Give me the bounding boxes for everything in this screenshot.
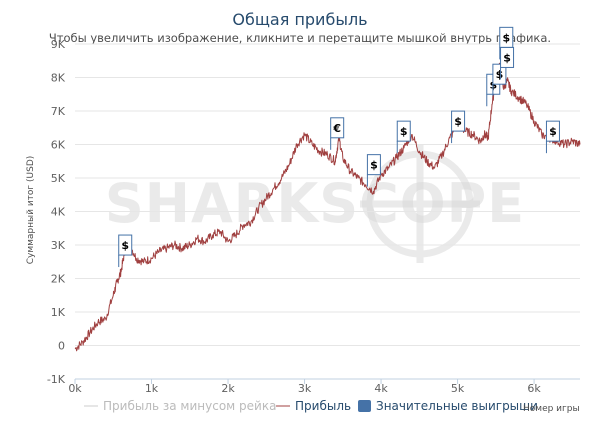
- flag-label: $: [549, 125, 557, 138]
- flag-label: $: [496, 68, 504, 81]
- x-tick-label: 1k: [145, 382, 159, 395]
- flag-box: [396, 120, 411, 142]
- y-tick-label: 5K: [51, 172, 66, 185]
- flag-box: [451, 110, 466, 132]
- big-win-flag[interactable]: $: [396, 120, 411, 154]
- y-tick-label: 8K: [51, 72, 66, 85]
- legend: Прибыль за минусом рейка Прибыль Значите…: [84, 399, 580, 414]
- flag-box: [366, 154, 381, 176]
- y-tick-label: 6K: [51, 139, 66, 152]
- legend-label-profit: Прибыль: [295, 399, 351, 413]
- flag-label: $: [121, 239, 129, 252]
- y-tick-label: 4K: [51, 206, 66, 219]
- legend-label-big-wins: Значительные выигрыши: [376, 399, 538, 413]
- big-win-flag[interactable]: $: [451, 110, 466, 144]
- legend-label-net-profit: Прибыль за минусом рейка: [103, 399, 276, 413]
- flag-box: [118, 234, 133, 256]
- y-tick-label: 1K: [51, 306, 66, 319]
- x-tick-label: 4k: [374, 382, 388, 395]
- big-win-flag[interactable]: $: [499, 26, 514, 60]
- y-tick-label: 2K: [51, 273, 66, 286]
- y-tick-label: 0: [58, 340, 65, 353]
- flag-label: $: [503, 51, 511, 64]
- x-axis-title: Номер игры: [523, 404, 580, 414]
- y-tick-label: 3K: [51, 239, 66, 252]
- x-axis-tick-labels: 0k 1k 2k 3k 4k 5k 6k: [68, 379, 541, 395]
- big-win-flag[interactable]: €: [330, 117, 345, 150]
- flag-label: $: [400, 125, 408, 138]
- flag-label: $: [502, 31, 510, 44]
- x-tick-label: 2k: [221, 382, 235, 395]
- flag-box: [492, 63, 507, 85]
- flag-box: [499, 26, 514, 48]
- x-tick-label: 6k: [527, 382, 541, 395]
- legend-item-big-wins[interactable]: Значительные выигрыши: [358, 399, 538, 413]
- flag-label: €: [332, 122, 341, 135]
- flag-box: [330, 117, 345, 139]
- x-tick-label: 5k: [451, 382, 465, 395]
- flag-label: $: [370, 159, 378, 172]
- legend-item-net-profit[interactable]: Прибыль за минусом рейка: [84, 399, 276, 413]
- flag-box: [545, 120, 560, 142]
- big-win-flag[interactable]: $: [366, 154, 381, 187]
- flags-layer: $€$$$$$$$$: [118, 26, 560, 268]
- big-win-flag[interactable]: $: [118, 234, 133, 268]
- chart-subtitle: Чтобы увеличить изображение, кликните и …: [49, 31, 551, 45]
- y-tick-label: 9K: [51, 38, 66, 51]
- chart-title: Общая прибыль: [232, 10, 367, 29]
- legend-item-profit[interactable]: Прибыль: [276, 399, 351, 413]
- y-axis-tick-labels: -1K 0 1K 2K 3K 4K 5K 6K 7K 8K 9K: [47, 38, 66, 386]
- flag-label: $: [454, 115, 462, 128]
- x-tick-label: 3k: [298, 382, 312, 395]
- grid-lines: [75, 43, 580, 380]
- big-win-flag[interactable]: $: [545, 120, 560, 154]
- big-win-flag[interactable]: $: [492, 63, 507, 97]
- y-axis-title: Суммарный итог (USD): [26, 156, 36, 265]
- y-tick-label: -1K: [47, 373, 66, 386]
- sharkscope-watermark: SHARKSCOPE: [105, 145, 524, 263]
- legend-swatch-big-wins: [358, 400, 371, 412]
- x-tick-label: 0k: [68, 382, 82, 395]
- y-tick-label: 7K: [51, 105, 66, 118]
